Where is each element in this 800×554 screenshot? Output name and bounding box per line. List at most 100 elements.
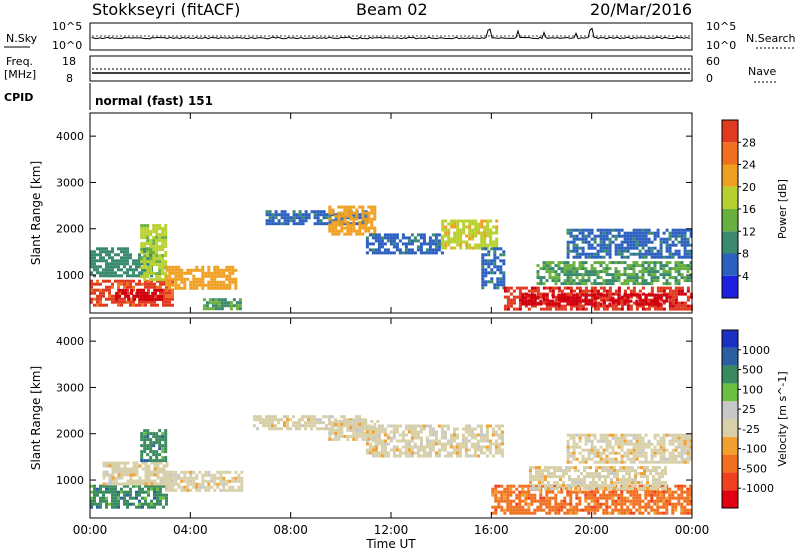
- data-cell: [237, 485, 241, 489]
- data-cell: [138, 464, 142, 468]
- data-cell: [635, 448, 639, 452]
- data-cell: [401, 430, 405, 434]
- data-cell: [158, 272, 162, 276]
- data-cell: [151, 294, 155, 298]
- data-cell: [559, 469, 562, 473]
- data-cell: [126, 253, 129, 257]
- data-cell: [601, 481, 604, 485]
- data-cell: [310, 424, 313, 428]
- data-cell: [352, 437, 356, 441]
- data-cell: [361, 219, 365, 223]
- data-cell: [164, 224, 168, 228]
- data-cell: [481, 286, 485, 290]
- data-cell: [373, 422, 377, 426]
- data-cell: [593, 240, 597, 244]
- data-cell: [155, 227, 159, 231]
- data-cell: [566, 502, 570, 506]
- data-cell: [529, 481, 532, 485]
- data-cell: [168, 473, 172, 477]
- data-cell: [105, 262, 108, 266]
- data-cell: [489, 231, 493, 235]
- data-cell: [494, 505, 498, 509]
- data-cell: [602, 261, 606, 265]
- data-cell: [536, 282, 540, 286]
- data-cell: [578, 252, 582, 256]
- data-cell: [683, 252, 687, 256]
- data-cell: [496, 277, 500, 281]
- data-cell: [605, 243, 609, 247]
- data-cell: [150, 282, 153, 286]
- data-cell: [228, 283, 232, 287]
- data-cell: [604, 481, 607, 485]
- data-cell: [274, 216, 278, 220]
- data-cell: [530, 293, 534, 297]
- data-cell: [653, 307, 657, 311]
- data-cell: [117, 285, 120, 289]
- data-cell: [132, 300, 135, 304]
- data-cell: [164, 263, 168, 267]
- data-cell: [632, 243, 636, 247]
- colorbar-frame: [721, 329, 739, 509]
- data-cell: [268, 222, 272, 226]
- data-cell: [592, 484, 595, 488]
- data-cell: [590, 289, 594, 293]
- x-tick-label: 16:00: [474, 523, 509, 537]
- data-cell: [578, 496, 582, 500]
- data-cell: [629, 252, 633, 256]
- data-cell: [138, 487, 141, 491]
- data-cell: [635, 228, 639, 232]
- data-cell: [90, 300, 93, 304]
- data-cell: [584, 505, 588, 509]
- data-cell: [207, 274, 211, 278]
- data-cell: [129, 297, 132, 301]
- data-cell: [671, 243, 675, 247]
- data-cell: [611, 457, 615, 461]
- data-cell: [637, 481, 640, 485]
- data-cell: [527, 511, 531, 515]
- data-cell: [572, 451, 576, 455]
- data-cell: [132, 467, 136, 471]
- data-cell: [340, 211, 344, 215]
- data-cell: [105, 487, 108, 491]
- data-cell: [509, 484, 513, 488]
- data-cell: [96, 505, 99, 509]
- data-cell: [120, 473, 124, 477]
- data-cell: [407, 242, 411, 246]
- data-cell: [680, 493, 684, 497]
- data-cell: [653, 273, 657, 277]
- data-cell: [374, 451, 378, 455]
- data-cell: [587, 490, 591, 494]
- data-cell: [566, 273, 570, 277]
- data-cell: [165, 499, 168, 503]
- data-cell: [419, 445, 423, 449]
- data-cell: [225, 265, 229, 269]
- data-cell: [548, 270, 552, 274]
- data-cell: [589, 481, 592, 485]
- data-cell: [620, 296, 624, 300]
- data-cell: [599, 304, 603, 308]
- data-cell: [503, 496, 507, 500]
- data-cell: [322, 415, 325, 419]
- data-cell: [662, 502, 666, 506]
- data-cell: [386, 233, 390, 237]
- data-cell: [231, 277, 235, 281]
- data-cell: [490, 277, 494, 281]
- data-cell: [456, 222, 460, 226]
- data-cell: [135, 470, 139, 474]
- data-cell: [124, 288, 128, 292]
- data-cell: [292, 210, 296, 214]
- data-cell: [563, 282, 567, 286]
- data-cell: [544, 478, 547, 482]
- data-cell: [96, 303, 99, 307]
- data-cell: [569, 299, 573, 303]
- data-cell: [491, 511, 495, 515]
- data-cell: [192, 268, 196, 272]
- data-cell: [265, 210, 269, 214]
- data-cell: [589, 487, 592, 491]
- data-cell: [562, 484, 565, 488]
- data-cell: [620, 234, 624, 238]
- data-cell: [668, 255, 672, 259]
- data-cell: [220, 301, 224, 305]
- data-cell: [144, 476, 148, 480]
- data-cell: [164, 242, 168, 246]
